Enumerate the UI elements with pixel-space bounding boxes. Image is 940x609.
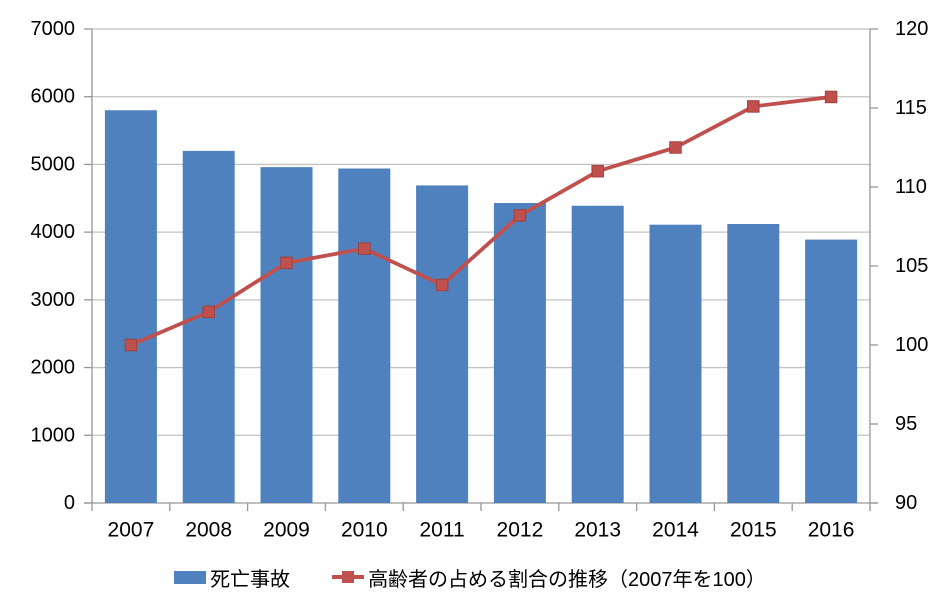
x-axis-category-label: 2016	[808, 519, 855, 542]
left-axis-tick-label: 2000	[31, 357, 76, 379]
legend-label-line-series: 高齢者の占める割合の推移（2007年を100）	[368, 568, 766, 591]
bar-2013	[571, 205, 624, 503]
line-marker-2014	[669, 141, 682, 154]
left-axis-tick-label: 0	[64, 492, 75, 514]
line-marker-2016	[824, 90, 838, 104]
bar-2014	[649, 224, 702, 504]
x-axis-category-label: 2007	[108, 519, 155, 542]
line-marker-2012	[513, 209, 527, 222]
line-swatch-marker	[342, 571, 355, 583]
left-axis-tick-label: 1000	[31, 424, 76, 446]
x-axis-category-label: 2014	[652, 519, 699, 542]
left-axis-tick-label: 3000	[31, 289, 76, 311]
x-axis-category-label: 2010	[341, 519, 388, 542]
right-axis-tick-label: 120	[895, 18, 928, 40]
bar-2007	[104, 110, 157, 503]
legend-item-bar-series: 死亡事故	[174, 563, 290, 592]
line-marker-2009	[280, 256, 293, 270]
x-axis-category-label: 2011	[420, 519, 465, 542]
legend-label-bar-series: 死亡事故	[210, 568, 291, 591]
right-axis-tick-label: 110	[895, 176, 927, 198]
line-marker-2011	[435, 278, 449, 292]
right-axis-tick-label: 115	[895, 97, 927, 119]
right-axis-tick-label: 105	[895, 255, 928, 277]
bar-2009	[260, 167, 313, 503]
legend-item-line-series: 高齢者の占める割合の推移（2007年を100）	[332, 563, 766, 592]
left-axis-tick-label: 4000	[31, 221, 76, 243]
line-marker-2015	[747, 100, 760, 113]
line-marker-2010	[358, 242, 371, 255]
line-marker-2013	[591, 164, 604, 178]
bar-series-swatch-icon	[174, 570, 207, 584]
x-axis-category-label: 2013	[574, 519, 621, 542]
line-marker-2007	[124, 338, 138, 352]
x-axis-category-label: 2012	[497, 519, 544, 542]
left-axis-tick-label: 5000	[31, 153, 76, 175]
bar-2015	[727, 224, 780, 503]
right-axis-tick-label: 95	[895, 413, 917, 435]
bar-2008	[182, 150, 235, 503]
left-axis-tick-label: 6000	[31, 86, 76, 108]
x-axis-category-label: 2015	[730, 519, 777, 542]
bar-2012	[493, 203, 546, 504]
left-axis-tick-label: 7000	[31, 18, 76, 40]
x-axis-category-label: 2008	[185, 519, 232, 542]
chart-legend: 死亡事故 高齢者の占める割合の推移（2007年を100）	[0, 563, 940, 592]
bar-2010	[338, 168, 391, 503]
bar-2016	[805, 239, 858, 503]
line-series-swatch-icon	[332, 570, 365, 584]
right-axis-tick-label: 100	[895, 334, 928, 356]
right-axis-tick-label: 90	[895, 492, 917, 514]
x-axis-category-label: 2009	[263, 519, 310, 542]
line-series-path	[130, 95, 832, 347]
line-marker-2008	[202, 305, 215, 319]
bar-2011	[416, 185, 469, 504]
